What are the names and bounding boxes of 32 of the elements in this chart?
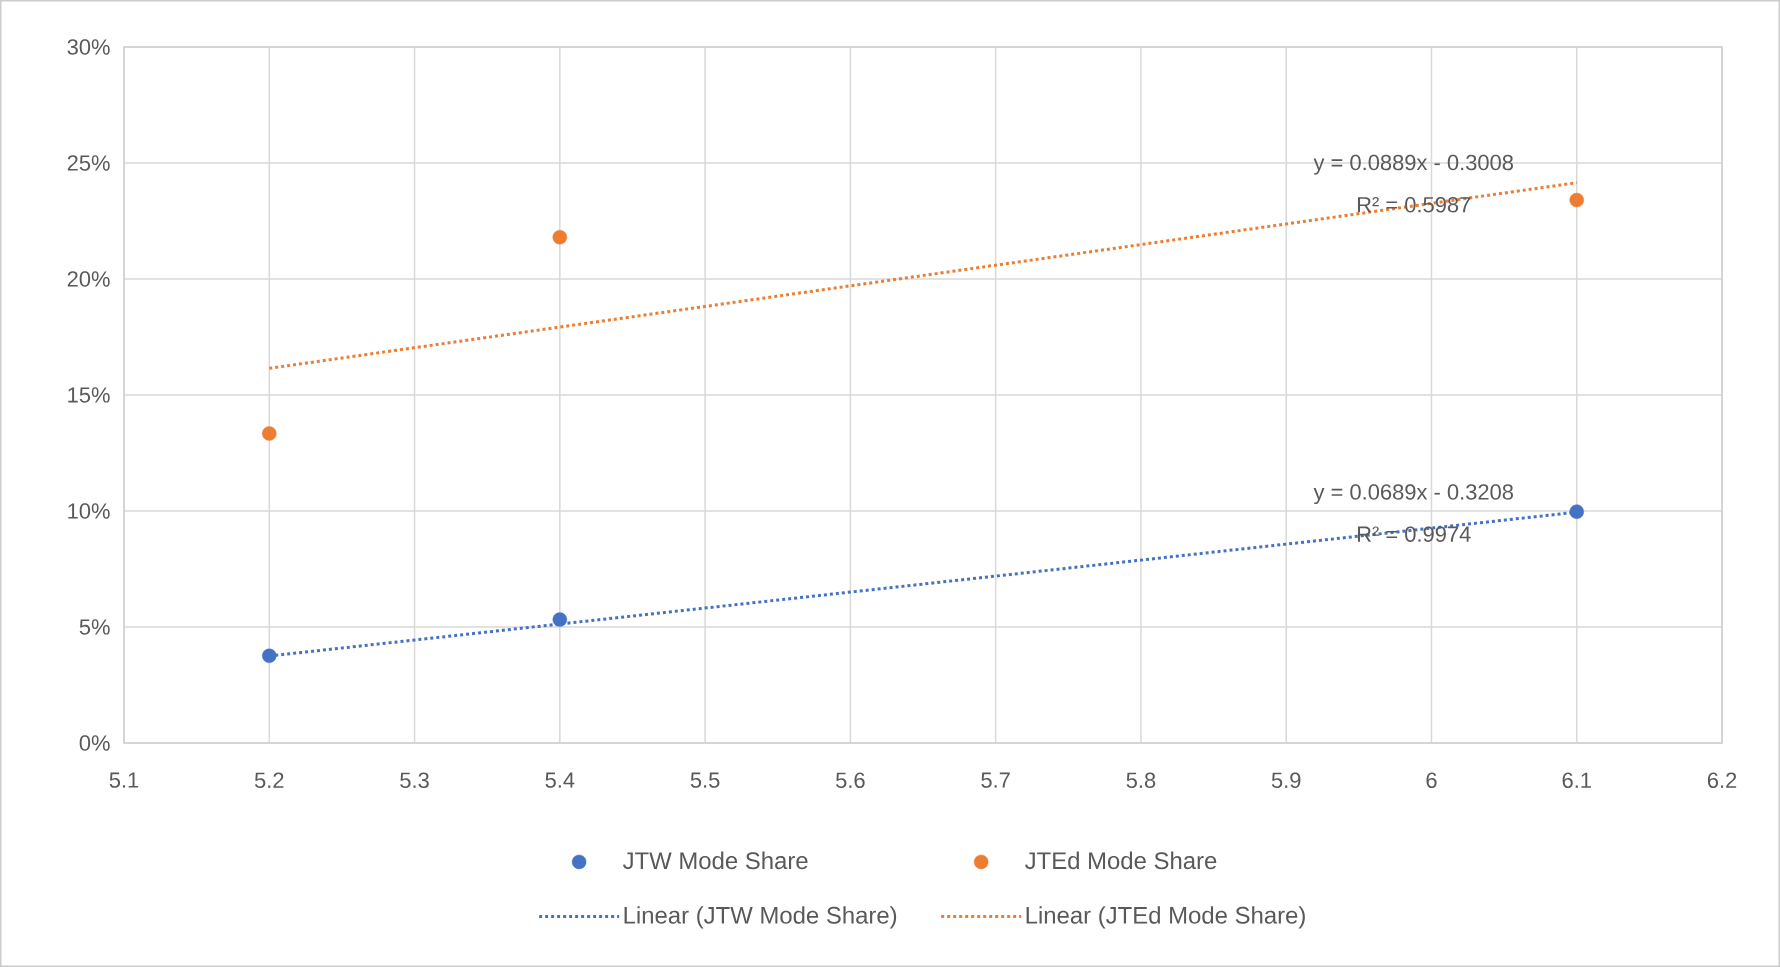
y-tick-label: 30% [67, 39, 110, 55]
legend-label: Linear (JTEd Mode Share) [1026, 906, 1305, 929]
x-tick-label: 5.9 [1271, 772, 1301, 789]
y-tick-label: 5% [79, 619, 110, 635]
x-tick-label: 5.7 [981, 772, 1010, 788]
annotation: R² = 0.9974 [1357, 526, 1471, 542]
point [262, 426, 277, 441]
annotation: y = 0.0689x - 0.3208 [1313, 484, 1513, 505]
y-tick-label: 10% [68, 503, 110, 519]
x-tick-label: 5.1 [109, 772, 139, 788]
legend-label: JTW Mode Share [622, 851, 808, 870]
annotation: y = 0.0889x - 0.3008 [1313, 154, 1513, 175]
x-tick-label: 5.5 [690, 772, 720, 788]
y-tick-label: 0% [79, 735, 110, 751]
point [1569, 504, 1584, 519]
x-tick-label: 6.2 [1707, 772, 1737, 789]
legend-label: JTEd Mode Share [1025, 851, 1217, 870]
y-tick-label: 25% [67, 155, 110, 171]
x-tick-label: 5.3 [400, 772, 429, 789]
x-tick-label: 5.8 [1126, 772, 1156, 789]
point [262, 648, 277, 663]
x-tick-label: 5.4 [545, 772, 575, 788]
x-tick-label: 6 [1426, 772, 1437, 789]
y-tick-label: 15% [68, 387, 110, 403]
point [552, 230, 568, 245]
x-tick-label: 6.1 [1562, 772, 1591, 789]
point [552, 612, 568, 627]
point [1569, 192, 1584, 208]
legend-label: Linear (JTW Mode Share) [624, 906, 897, 929]
x-tick-label: 5.6 [836, 772, 865, 789]
x-tick-label: 5.2 [254, 772, 284, 789]
y-tick-label: 20% [67, 271, 110, 287]
